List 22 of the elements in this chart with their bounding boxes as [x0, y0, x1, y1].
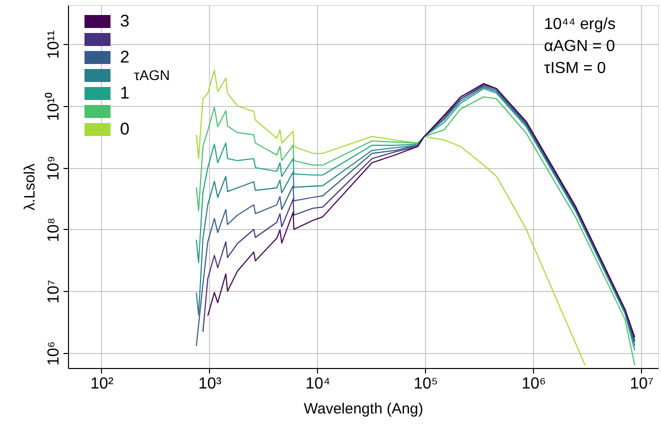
y-axis-title: λ.Lsolλ [22, 163, 38, 210]
x-tick-label: 10² [90, 376, 114, 392]
annotation: αAGN = 0 [544, 38, 616, 55]
y-tick-label: 10⁷ [46, 280, 62, 304]
x-tick-label: 10⁷ [630, 376, 654, 392]
x-tick-label: 10³ [198, 376, 222, 392]
legend-title: τAGN [134, 67, 170, 83]
y-tick-label: 10¹¹ [46, 30, 62, 59]
y-tick-label: 10⁸ [46, 218, 62, 242]
x-tick-label: 10⁴ [306, 376, 330, 392]
legend-label: 0 [120, 120, 130, 138]
x-tick-label: 10⁶ [522, 376, 546, 392]
y-tick-label: 10⁹ [46, 156, 62, 180]
legend-label: 1 [120, 84, 130, 102]
x-tick-label: 10⁵ [414, 376, 438, 392]
legend-label: 2 [120, 48, 130, 66]
x-axis-title: Wavelength (Ang) [304, 400, 424, 418]
y-tick-label: 10⁶ [46, 341, 62, 366]
y-tick-label: 10¹⁰ [44, 92, 62, 121]
annotation: 10⁴⁴ erg/s [544, 16, 616, 33]
legend-label: 3 [120, 12, 130, 30]
annotation: τISM = 0 [544, 60, 606, 77]
